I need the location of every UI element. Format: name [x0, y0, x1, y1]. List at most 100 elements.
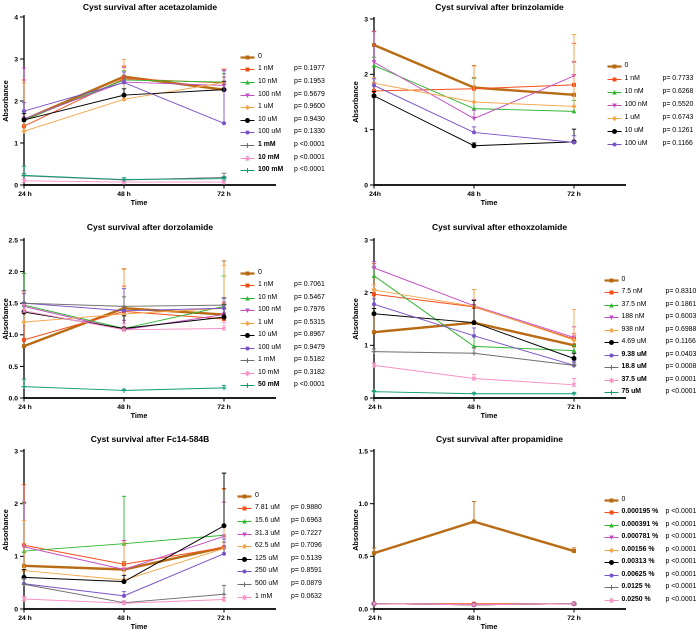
legend-p-value: p= 0.1861 — [665, 300, 697, 308]
legend-item: 0 — [237, 490, 322, 503]
legend-marker-icon — [604, 377, 618, 383]
series-marker — [571, 601, 576, 607]
series-marker — [608, 535, 614, 541]
x-tick-label: 24 h — [368, 615, 382, 622]
legend-marker-icon — [240, 67, 255, 72]
y-tick-label: 0.0 — [358, 606, 368, 613]
legend-marker-icon — [240, 130, 255, 135]
series-marker — [121, 92, 127, 98]
series-marker — [571, 362, 576, 368]
series-marker — [611, 115, 617, 122]
legend-item: 100 nM p= 0.7976 — [240, 305, 325, 318]
legend-marker-icon — [604, 573, 618, 578]
legend-item: 0.000195 % p <0.0001 — [604, 507, 697, 520]
legend-label: 37.5 uM — [621, 375, 647, 383]
legend-p-value: p= 0.1977 — [294, 65, 325, 73]
series-marker — [471, 320, 476, 326]
y-tick-label: 4 — [14, 14, 18, 21]
series-marker — [245, 295, 250, 301]
series-marker — [221, 591, 227, 597]
legend-label: 7.5 nM — [621, 288, 643, 296]
series-marker — [471, 375, 476, 382]
series-marker — [222, 551, 226, 556]
series-marker — [21, 384, 27, 390]
series-marker — [612, 64, 616, 69]
legend-marker-icon — [607, 64, 621, 69]
legend-p-value: p= 0.0403 — [665, 350, 697, 358]
legend-item: 1 uM p= 0.6743 — [607, 112, 694, 125]
series-marker — [471, 143, 476, 149]
series-marker — [122, 308, 126, 313]
series-marker — [471, 350, 476, 356]
series-marker — [471, 130, 476, 135]
legend: 0 1 nM p= 0.7061 10 nM p= 0.5467 100 nM p= 0.7… — [240, 267, 325, 392]
legend-label: 938 nM — [621, 325, 645, 333]
series-marker — [371, 330, 376, 335]
legend-label: 100 nM — [258, 90, 281, 98]
x-tick-label: 48 h — [117, 615, 131, 622]
legend-item: 100 mM p <0.0001 — [240, 164, 325, 177]
legend-label: 0 — [258, 52, 262, 60]
legend-marker-icon — [240, 117, 255, 123]
y-tick-label: 3 — [14, 448, 18, 455]
legend-item: 100 uM p= 0.9479 — [240, 342, 325, 355]
legend-item: 250 uM p= 0.8591 — [237, 566, 322, 579]
legend-label: 0.0250 % — [621, 595, 651, 603]
legend-p-value: p= 0.6743 — [662, 114, 694, 122]
series-marker — [608, 365, 614, 371]
legend-p-value: p= 0.0879 — [291, 580, 322, 587]
series-marker — [242, 506, 247, 511]
series-marker — [242, 494, 247, 499]
legend-marker-icon — [604, 547, 618, 553]
series-marker — [121, 303, 127, 309]
legend-item: 0.00313 % p <0.0001 — [604, 557, 696, 570]
legend-label: 10 uM — [258, 331, 278, 339]
series-marker — [245, 370, 250, 376]
y-tick-label: 1 — [364, 343, 368, 350]
legend-p-value: p <0.0001 — [665, 388, 697, 396]
legend-marker-icon — [240, 105, 255, 111]
legend-p-value: p= 0.0008 — [665, 363, 697, 371]
legend-label: 0.000195 % — [621, 508, 659, 516]
series-marker — [612, 142, 616, 147]
series-marker — [371, 362, 376, 369]
series-marker — [244, 320, 251, 326]
legend-p-value: p <0.0001 — [665, 508, 697, 516]
series-marker — [371, 302, 376, 307]
series-marker — [471, 519, 476, 524]
x-tick-label: 72 h — [217, 191, 231, 198]
x-tick-label: 48 h — [467, 191, 481, 198]
legend-label: 1 uM — [258, 318, 274, 326]
series-marker — [245, 117, 250, 123]
y-tick-label: 1 — [14, 140, 18, 147]
series-marker — [242, 569, 247, 574]
legend-label: 100 mM — [258, 166, 284, 174]
legend-marker-icon — [607, 115, 621, 122]
series-marker — [21, 581, 27, 587]
legend-p-value: p= 0.5467 — [294, 293, 325, 301]
legend-item: 1 mM p= 0.0632 — [237, 591, 322, 604]
legend-marker-icon — [607, 142, 621, 147]
legend-marker-icon — [237, 556, 252, 562]
series-marker — [21, 172, 27, 178]
legend-marker-icon — [604, 535, 618, 541]
legend-item: 0.00625 % p <0.0001 — [604, 569, 696, 582]
x-tick-label: 72 h — [567, 191, 581, 198]
legend-marker-icon — [237, 569, 252, 574]
series-marker — [571, 356, 576, 361]
legend-marker-icon — [240, 370, 255, 376]
legend-item: 1 uM p= 0.9600 — [240, 101, 325, 114]
x-tick-label: 72 h — [567, 615, 581, 622]
series-marker — [221, 176, 227, 182]
legend-label: 10 mM — [258, 368, 280, 376]
legend-label: 1 nM — [624, 75, 640, 83]
legend-label: 7.81 uM — [255, 504, 280, 512]
legend-item: 100 uM p= 0.1330 — [240, 127, 325, 140]
series-marker — [371, 551, 376, 556]
legend-p-value: p <0.0001 — [294, 141, 325, 148]
x-axis-label: Time — [480, 411, 497, 420]
x-tick-label: 24 h — [368, 404, 382, 411]
legend: 0 7.81 uM p= 0.9880 15.6 uM p= 0.6963 31.3 uM… — [237, 490, 322, 603]
legend-label: 125 uM — [255, 554, 278, 562]
